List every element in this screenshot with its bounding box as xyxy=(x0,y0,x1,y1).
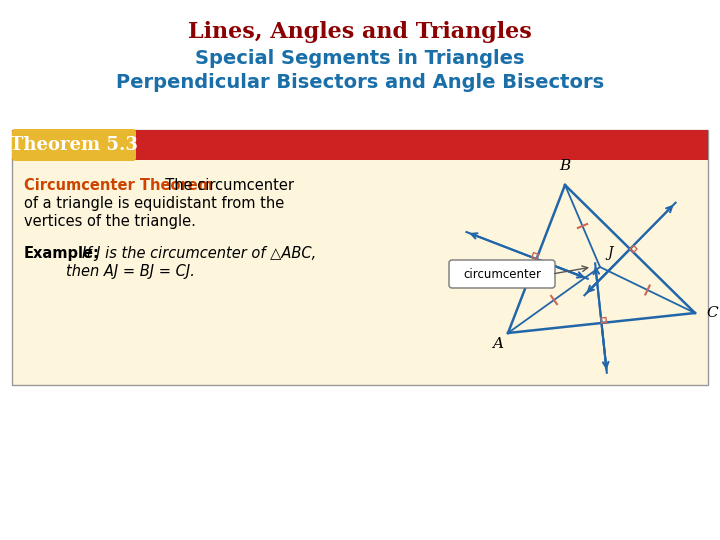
FancyBboxPatch shape xyxy=(449,260,555,288)
Text: Circumcenter Theorem: Circumcenter Theorem xyxy=(24,178,213,193)
Text: Perpendicular Bisectors and Angle Bisectors: Perpendicular Bisectors and Angle Bisect… xyxy=(116,72,604,91)
Text: Example:: Example: xyxy=(24,246,100,261)
Text: vertices of the triangle.: vertices of the triangle. xyxy=(24,214,196,229)
Text: then AJ = BJ = CJ.: then AJ = BJ = CJ. xyxy=(66,265,195,279)
Text: C: C xyxy=(706,306,718,320)
Text: J: J xyxy=(607,246,613,260)
FancyBboxPatch shape xyxy=(12,129,136,161)
Text: circumcenter: circumcenter xyxy=(463,267,541,280)
Text: B: B xyxy=(559,159,571,173)
Text: Lines, Angles and Triangles: Lines, Angles and Triangles xyxy=(188,21,532,43)
Text: If J is the circumcenter of △ABC,: If J is the circumcenter of △ABC, xyxy=(82,246,316,261)
Text: The circumcenter: The circumcenter xyxy=(156,178,294,193)
Text: Theorem 5.3: Theorem 5.3 xyxy=(10,136,138,154)
Text: A: A xyxy=(492,337,503,351)
Bar xyxy=(12,130,708,160)
Bar xyxy=(12,130,708,385)
Text: of a triangle is equidistant from the: of a triangle is equidistant from the xyxy=(24,196,284,211)
Text: Special Segments in Triangles: Special Segments in Triangles xyxy=(195,50,525,69)
